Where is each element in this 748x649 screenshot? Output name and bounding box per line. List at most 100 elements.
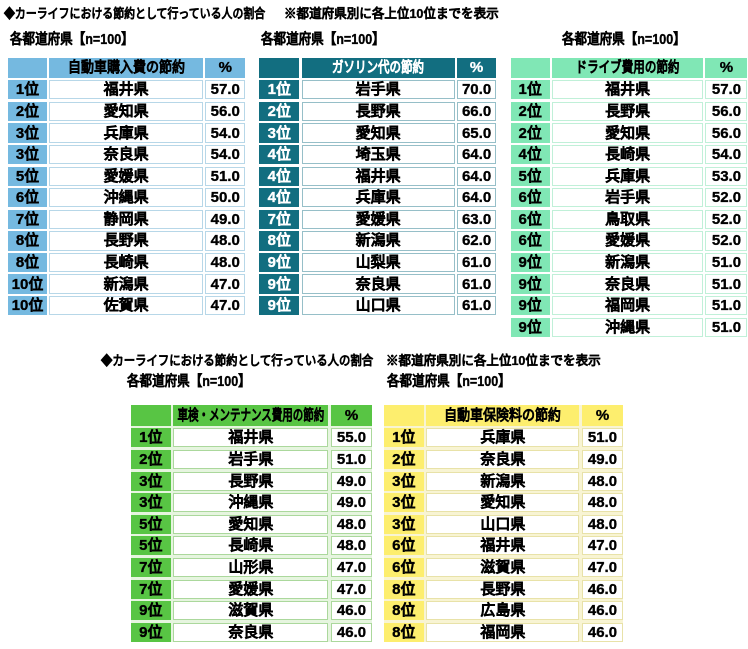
rank-cell: 9位 xyxy=(259,252,300,273)
prefecture-cell: 滋賀県 xyxy=(173,601,329,621)
rank-cell: 6位 xyxy=(8,188,47,208)
prefecture-cell: 新潟県 xyxy=(301,231,455,251)
prefecture-cell: 新潟県 xyxy=(552,252,704,273)
value-cell: 49.0 xyxy=(205,209,246,229)
rank-cell: 8位 xyxy=(383,622,424,642)
rank-cell: 3位 xyxy=(130,493,171,513)
prefecture-cell: 新潟県 xyxy=(49,274,203,294)
value-cell: 57.0 xyxy=(205,80,246,100)
prefecture-cell: 福井県 xyxy=(49,80,203,100)
header-title-cell: ガソリン代の節約 xyxy=(301,57,455,78)
value-cell: 56.0 xyxy=(205,101,246,122)
rank-cell: 1位 xyxy=(383,428,424,448)
rank-cell: 8位 xyxy=(8,231,47,251)
rank-cell: 1位 xyxy=(8,80,47,100)
value-cell: 49.0 xyxy=(330,471,372,491)
rank-cell: 2位 xyxy=(510,101,550,122)
value-cell: 46.0 xyxy=(581,622,623,642)
value-cell: 61.0 xyxy=(457,274,497,294)
value-cell: 47.0 xyxy=(205,274,246,294)
header-rank-cell xyxy=(510,57,550,78)
prefecture-cell: 山梨県 xyxy=(301,252,455,273)
rank-cell: 4位 xyxy=(259,166,300,186)
section2-title-text: ◆カーライフにおける節約として行っている人の割合 xyxy=(101,352,374,368)
prefecture-cell: 長野県 xyxy=(49,231,203,251)
prefecture-cell: 奈良県 xyxy=(426,449,580,469)
prefecture-cell: 沖縄県 xyxy=(173,493,329,513)
value-cell: 46.0 xyxy=(330,622,372,642)
prefecture-cell: 岩手県 xyxy=(552,188,704,208)
rank-cell: 8位 xyxy=(259,231,300,251)
prefecture-cell: 埼玉県 xyxy=(301,145,455,165)
value-cell: 53.0 xyxy=(705,166,748,186)
prefecture-cell: 長野県 xyxy=(301,101,455,122)
rank-cell: 9位 xyxy=(259,296,300,316)
rank-cell: 4位 xyxy=(510,145,550,165)
rank-cell: 7位 xyxy=(130,579,171,599)
rank-cell: 8位 xyxy=(383,601,424,621)
rank-cell: 3位 xyxy=(8,123,47,143)
header-title-cell: 自動車購入費の節約 xyxy=(49,57,203,78)
rank-cell: 9位 xyxy=(130,622,171,642)
value-cell: 49.0 xyxy=(330,493,372,513)
rank-cell: 5位 xyxy=(130,536,171,556)
prefecture-cell: 長野県 xyxy=(173,471,329,491)
prefecture-cell: 佐賀県 xyxy=(49,296,203,316)
section1-note-text: ※都道府県別に各上位10位までを表示 xyxy=(284,6,499,21)
header-rank-cell xyxy=(130,405,171,426)
value-cell: 54.0 xyxy=(205,123,246,143)
section1-title-text: ◆カーライフにおける節約として行っている人の割合 xyxy=(3,6,266,21)
value-cell: 51.0 xyxy=(581,428,623,448)
prefecture-cell: 長崎県 xyxy=(552,145,704,165)
section2-title: ◆カーライフにおける節約として行っている人の割合 xyxy=(101,352,412,368)
prefecture-cell: 福井県 xyxy=(426,536,580,556)
rank-cell: 5位 xyxy=(8,166,47,186)
prefecture-cell: 愛知県 xyxy=(173,514,329,534)
rank-cell: 4位 xyxy=(259,188,300,208)
prefecture-cell: 長野県 xyxy=(552,101,704,122)
value-cell: 46.0 xyxy=(330,601,372,621)
ranking-table-drive-costs: ドライブ費用の節約% 1位 福井県 57.0 2位 長野県 56.0 2位 愛知県 56.0 4位長… xyxy=(510,57,748,337)
prefecture-cell: 兵庫県 xyxy=(426,428,580,448)
value-cell: 54.0 xyxy=(205,145,246,165)
value-cell: 47.0 xyxy=(330,557,372,577)
value-cell: 48.0 xyxy=(330,536,372,556)
rank-cell: 8位 xyxy=(8,252,47,273)
value-cell: 57.0 xyxy=(705,80,748,100)
header-rank-cell xyxy=(383,405,424,426)
prefecture-cell: 山口県 xyxy=(301,296,455,316)
rank-cell: 2位 xyxy=(130,449,171,469)
value-cell: 51.0 xyxy=(705,252,748,273)
rank-cell: 6位 xyxy=(510,231,550,251)
rank-cell: 4位 xyxy=(259,145,300,165)
table1-label: 各都道府県【n=100】 xyxy=(9,32,134,48)
prefecture-cell: 愛知県 xyxy=(552,123,704,143)
prefecture-cell: 愛媛県 xyxy=(301,209,455,229)
ranking-table-gasoline: ガソリン代の節約% 1位 岩手県 70.0 2位 長野県 66.0 3位 愛知県 65.0 4位 埼玉… xyxy=(259,57,497,316)
table4-label: 各都道府県【n=100】 xyxy=(127,373,252,390)
rank-cell: 10位 xyxy=(8,274,47,294)
prefecture-cell: 福井県 xyxy=(552,80,704,100)
prefecture-cell: 長崎県 xyxy=(173,536,329,556)
value-cell: 47.0 xyxy=(581,536,623,556)
value-cell: 48.0 xyxy=(205,231,246,251)
value-cell: 65.0 xyxy=(457,123,497,143)
section1-note: ※都道府県別に各上位10位までを表示 xyxy=(284,7,506,20)
prefecture-cell: 山口県 xyxy=(426,514,580,534)
rank-cell: 7位 xyxy=(8,209,47,229)
table5-label: 各都道府県【n=100】 xyxy=(386,373,511,390)
header-title-cell: 車検・メンテナンス費用の節約 xyxy=(173,405,329,426)
header-rank-cell xyxy=(259,57,300,78)
prefecture-cell: 愛知県 xyxy=(49,101,203,122)
value-cell: 47.0 xyxy=(330,579,372,599)
prefecture-cell: 福井県 xyxy=(301,166,455,186)
prefecture-cell: 福井県 xyxy=(173,428,329,448)
rank-cell: 6位 xyxy=(510,188,550,208)
prefecture-cell: 岩手県 xyxy=(173,449,329,469)
value-cell: 46.0 xyxy=(581,601,623,621)
prefecture-cell: 沖縄県 xyxy=(49,188,203,208)
rank-cell: 5位 xyxy=(510,166,550,186)
value-cell: 51.0 xyxy=(705,274,748,294)
rank-cell: 6位 xyxy=(383,557,424,577)
rank-cell: 1位 xyxy=(130,428,171,448)
